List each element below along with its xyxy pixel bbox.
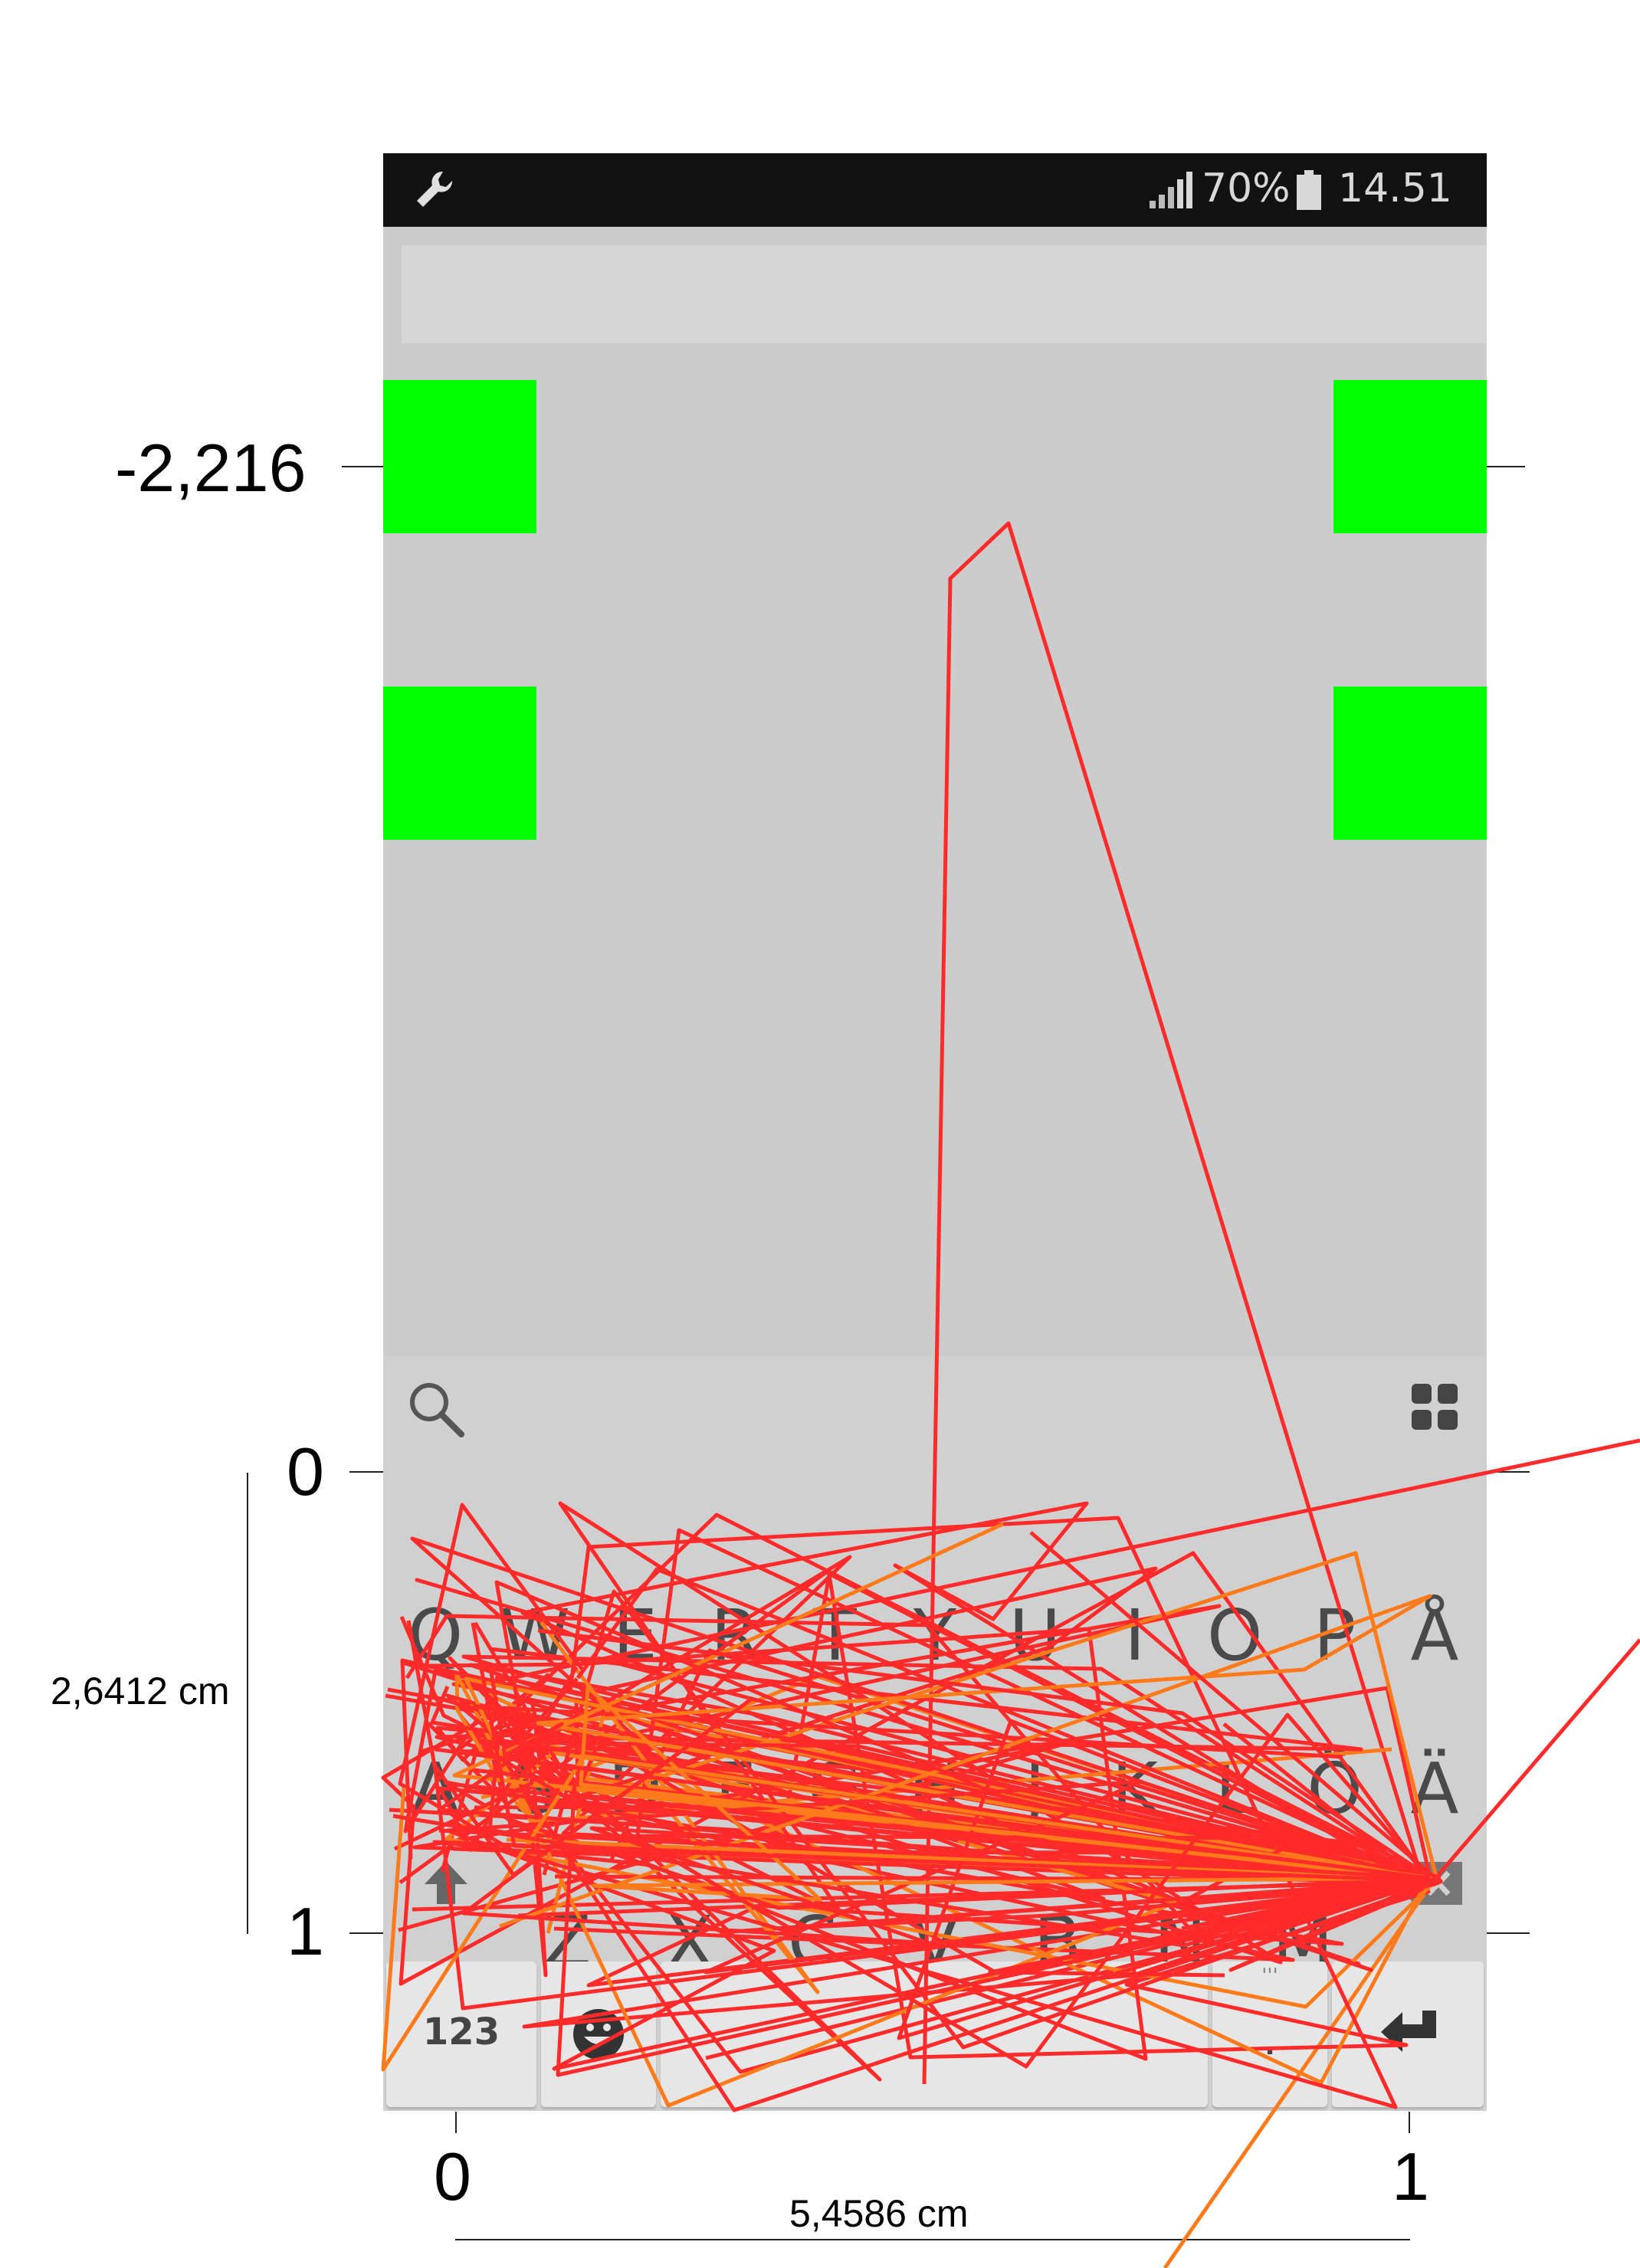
tick-x-zero bbox=[455, 2112, 457, 2133]
apps-grid-icon[interactable] bbox=[1410, 1382, 1459, 1431]
battery-percent: 70% bbox=[1202, 166, 1291, 211]
tick-y-zero bbox=[349, 1471, 383, 1473]
width-label: 5,4586 cm bbox=[789, 2192, 969, 2235]
y-top-label: -2,216 bbox=[115, 430, 307, 506]
target-middle-right[interactable] bbox=[1333, 687, 1487, 840]
shift-icon[interactable] bbox=[421, 1858, 471, 1907]
tick-y-top bbox=[342, 466, 383, 467]
y-one-label: 1 bbox=[287, 1893, 324, 1969]
swipe-trace-38 bbox=[507, 1779, 1438, 2077]
target-top-left[interactable] bbox=[383, 380, 536, 533]
signal-icon bbox=[1150, 172, 1192, 208]
status-bar: 70% 14.51 bbox=[383, 153, 1487, 227]
target-middle-left[interactable] bbox=[383, 687, 536, 840]
tick-y-top-right bbox=[1487, 466, 1525, 467]
key-row1-7[interactable]: I bbox=[1124, 1594, 1146, 1676]
swipe-trace-45 bbox=[471, 1622, 1440, 1978]
x-zero-label: 0 bbox=[434, 2139, 471, 2214]
battery-icon bbox=[1297, 170, 1321, 210]
swipe-trace-exit-orange bbox=[1163, 1880, 1435, 2268]
x-one-label: 1 bbox=[1392, 2139, 1429, 2214]
search-icon[interactable] bbox=[406, 1379, 467, 1440]
wrench-icon bbox=[417, 171, 453, 207]
enter-key[interactable] bbox=[1332, 1962, 1484, 2107]
tick-x-one bbox=[1409, 2112, 1410, 2133]
text-input-bar[interactable] bbox=[402, 245, 1487, 343]
target-top-right[interactable] bbox=[1333, 380, 1487, 533]
clock-time: 14.51 bbox=[1338, 166, 1452, 211]
swipe-trace-35 bbox=[452, 1522, 1432, 1929]
numbers-key-label: 123 bbox=[422, 2011, 500, 2053]
swipe-trace-exit bbox=[1432, 1638, 1640, 1883]
tick-y-zero-right bbox=[1487, 1471, 1530, 1473]
swipe-trace-36 bbox=[393, 1580, 1442, 1880]
tick-y-one-right bbox=[1487, 1932, 1530, 1934]
swipe-trace-44 bbox=[406, 1620, 1430, 1945]
y-zero-label: 0 bbox=[287, 1434, 324, 1509]
swipe-trace-43 bbox=[392, 1712, 1434, 2069]
period-key-label: . bbox=[1262, 2012, 1278, 2066]
height-bracket bbox=[247, 1473, 248, 1934]
swipe-trace-31 bbox=[438, 1786, 1428, 1931]
key-row1-10[interactable]: Å bbox=[1410, 1594, 1459, 1676]
swipe-trace-27 bbox=[445, 1501, 1409, 1911]
height-label: 2,6412 cm bbox=[51, 1670, 230, 1712]
period-key-alt-label: ''' bbox=[1261, 1965, 1278, 1988]
tick-y-one bbox=[349, 1932, 383, 1934]
swipe-trace-diag bbox=[474, 1438, 1640, 1688]
width-bracket bbox=[455, 2239, 1410, 2240]
key-row2-10[interactable]: Ä bbox=[1410, 1748, 1459, 1830]
